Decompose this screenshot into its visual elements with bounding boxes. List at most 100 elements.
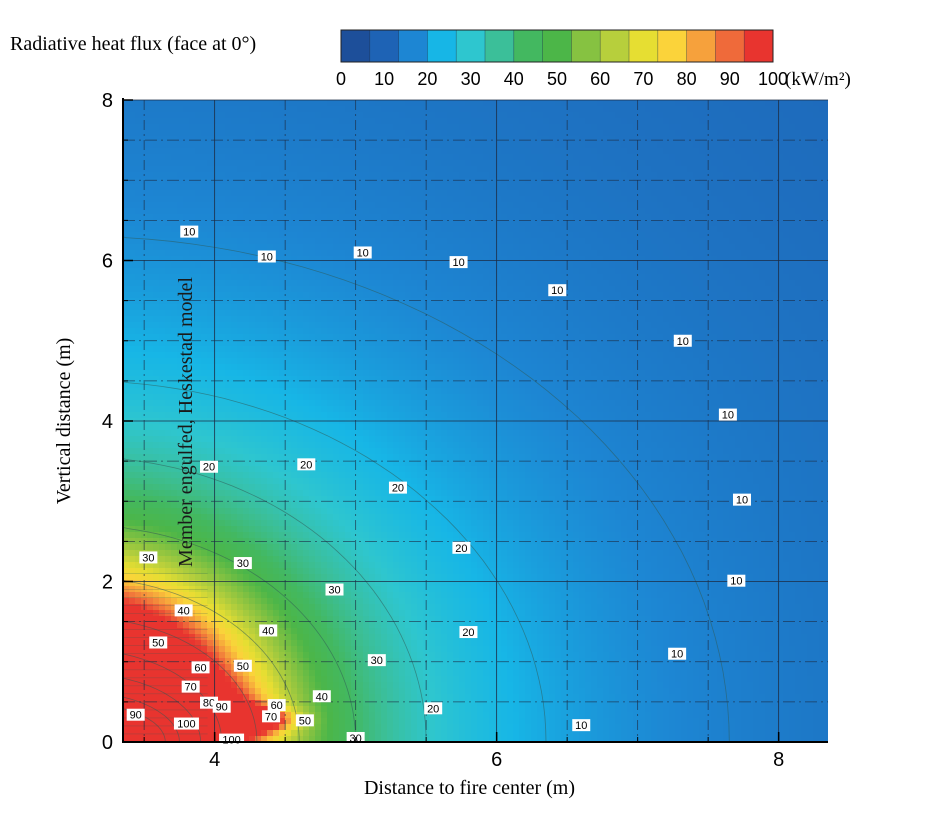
heat-flux-cell [231,382,238,389]
heat-flux-cell [207,406,214,413]
heat-flux-cell [321,100,328,107]
heat-flux-cell [315,484,322,491]
heat-flux-cell [309,526,316,533]
heat-flux-cell [315,328,322,335]
heat-flux-cell [189,478,196,485]
heat-flux-cell [387,196,394,203]
heat-flux-cell [195,736,202,742]
heat-flux-cell [309,484,316,491]
heat-flux-cell [279,544,286,551]
heat-flux-cell [309,202,316,209]
heat-flux-cell [129,544,136,551]
heat-flux-cell [387,322,394,329]
heat-flux-cell [345,160,352,167]
heat-flux-cell [225,262,232,269]
heat-flux-cell [219,496,226,503]
heat-flux-cell [363,274,370,281]
heat-flux-cell [351,478,358,485]
heat-flux-cell [375,268,382,275]
heat-flux-cell [183,106,190,113]
heat-flux-cell [171,436,178,443]
heat-flux-cell [345,250,352,257]
heat-flux-cell [195,136,202,143]
heat-flux-cell [165,136,172,143]
heat-flux-cell [171,676,178,683]
heat-flux-cell [315,454,322,461]
heat-flux-cell [165,616,172,623]
heat-flux-cell [231,346,238,353]
heat-flux-cell [141,148,148,155]
heat-flux-cell [297,598,304,605]
heat-flux-cell [189,268,196,275]
heat-flux-cell [357,136,364,143]
heat-flux-cell [345,466,352,473]
heat-flux-cell [243,154,250,161]
heat-flux-cell [147,136,154,143]
heat-flux-cell [297,292,304,299]
heat-flux-cell [363,304,370,311]
heat-flux-cell [165,688,172,695]
heat-flux-cell [183,472,190,479]
heat-flux-cell [261,310,268,317]
heat-flux-cell [189,382,196,389]
heat-flux-cell [393,658,400,665]
heat-flux-cell [369,490,376,497]
heat-flux-cell [285,346,292,353]
heat-flux-cell [273,286,280,293]
heat-flux-cell [297,136,304,143]
heat-flux-cell [333,352,340,359]
heat-flux-cell [213,328,220,335]
heat-flux-cell [357,592,364,599]
heat-flux-cell [363,520,370,527]
heat-flux-cell [141,514,148,521]
heat-flux-cell [249,172,256,179]
heat-flux-cell [153,262,160,269]
heat-flux-cell [333,328,340,335]
heat-flux-cell [285,328,292,335]
heat-flux-cell [213,250,220,257]
heat-flux-cell [159,460,166,467]
heat-flux-cell [219,136,226,143]
heat-flux-cell [123,316,130,323]
heat-flux-cell [351,496,358,503]
heat-flux-cell [333,364,340,371]
heat-flux-cell [165,454,172,461]
heat-flux-cell [153,622,160,629]
heat-flux-cell [327,298,334,305]
heat-flux-cell [393,220,400,227]
heat-flux-cell [345,400,352,407]
heat-flux-cell [333,448,340,455]
heat-flux-cell [249,622,256,629]
heat-flux-cell [309,550,316,557]
heat-flux-cell [207,436,214,443]
heat-flux-cell [219,508,226,515]
heat-flux-cell [129,202,136,209]
heat-flux-cell [135,556,142,563]
heat-flux-cell [285,676,292,683]
heat-flux-cell [327,118,334,125]
heat-flux-cell [363,112,370,119]
heat-flux-cell [267,412,274,419]
heat-flux-cell [165,586,172,593]
heat-flux-cell [231,712,238,719]
heat-flux-cell [381,430,388,437]
heat-flux-cell [327,280,334,287]
heat-flux-cell [315,466,322,473]
heat-flux-cell [339,244,346,251]
heat-flux-cell [351,154,358,161]
heat-flux-cell [183,550,190,557]
heat-flux-cell [147,544,154,551]
heat-flux-cell [393,454,400,461]
heat-flux-cell [129,556,136,563]
heat-flux-cell [303,628,310,635]
heat-flux-cell [201,274,208,281]
heat-flux-cell [309,586,316,593]
heat-flux-cell [165,142,172,149]
heat-flux-cell [219,640,226,647]
heat-flux-cell [363,172,370,179]
heat-flux-cell [171,256,178,263]
heat-flux-cell [321,664,328,671]
heat-flux-cell [129,196,136,203]
heat-flux-cell [351,646,358,653]
heat-flux-cell [171,322,178,329]
